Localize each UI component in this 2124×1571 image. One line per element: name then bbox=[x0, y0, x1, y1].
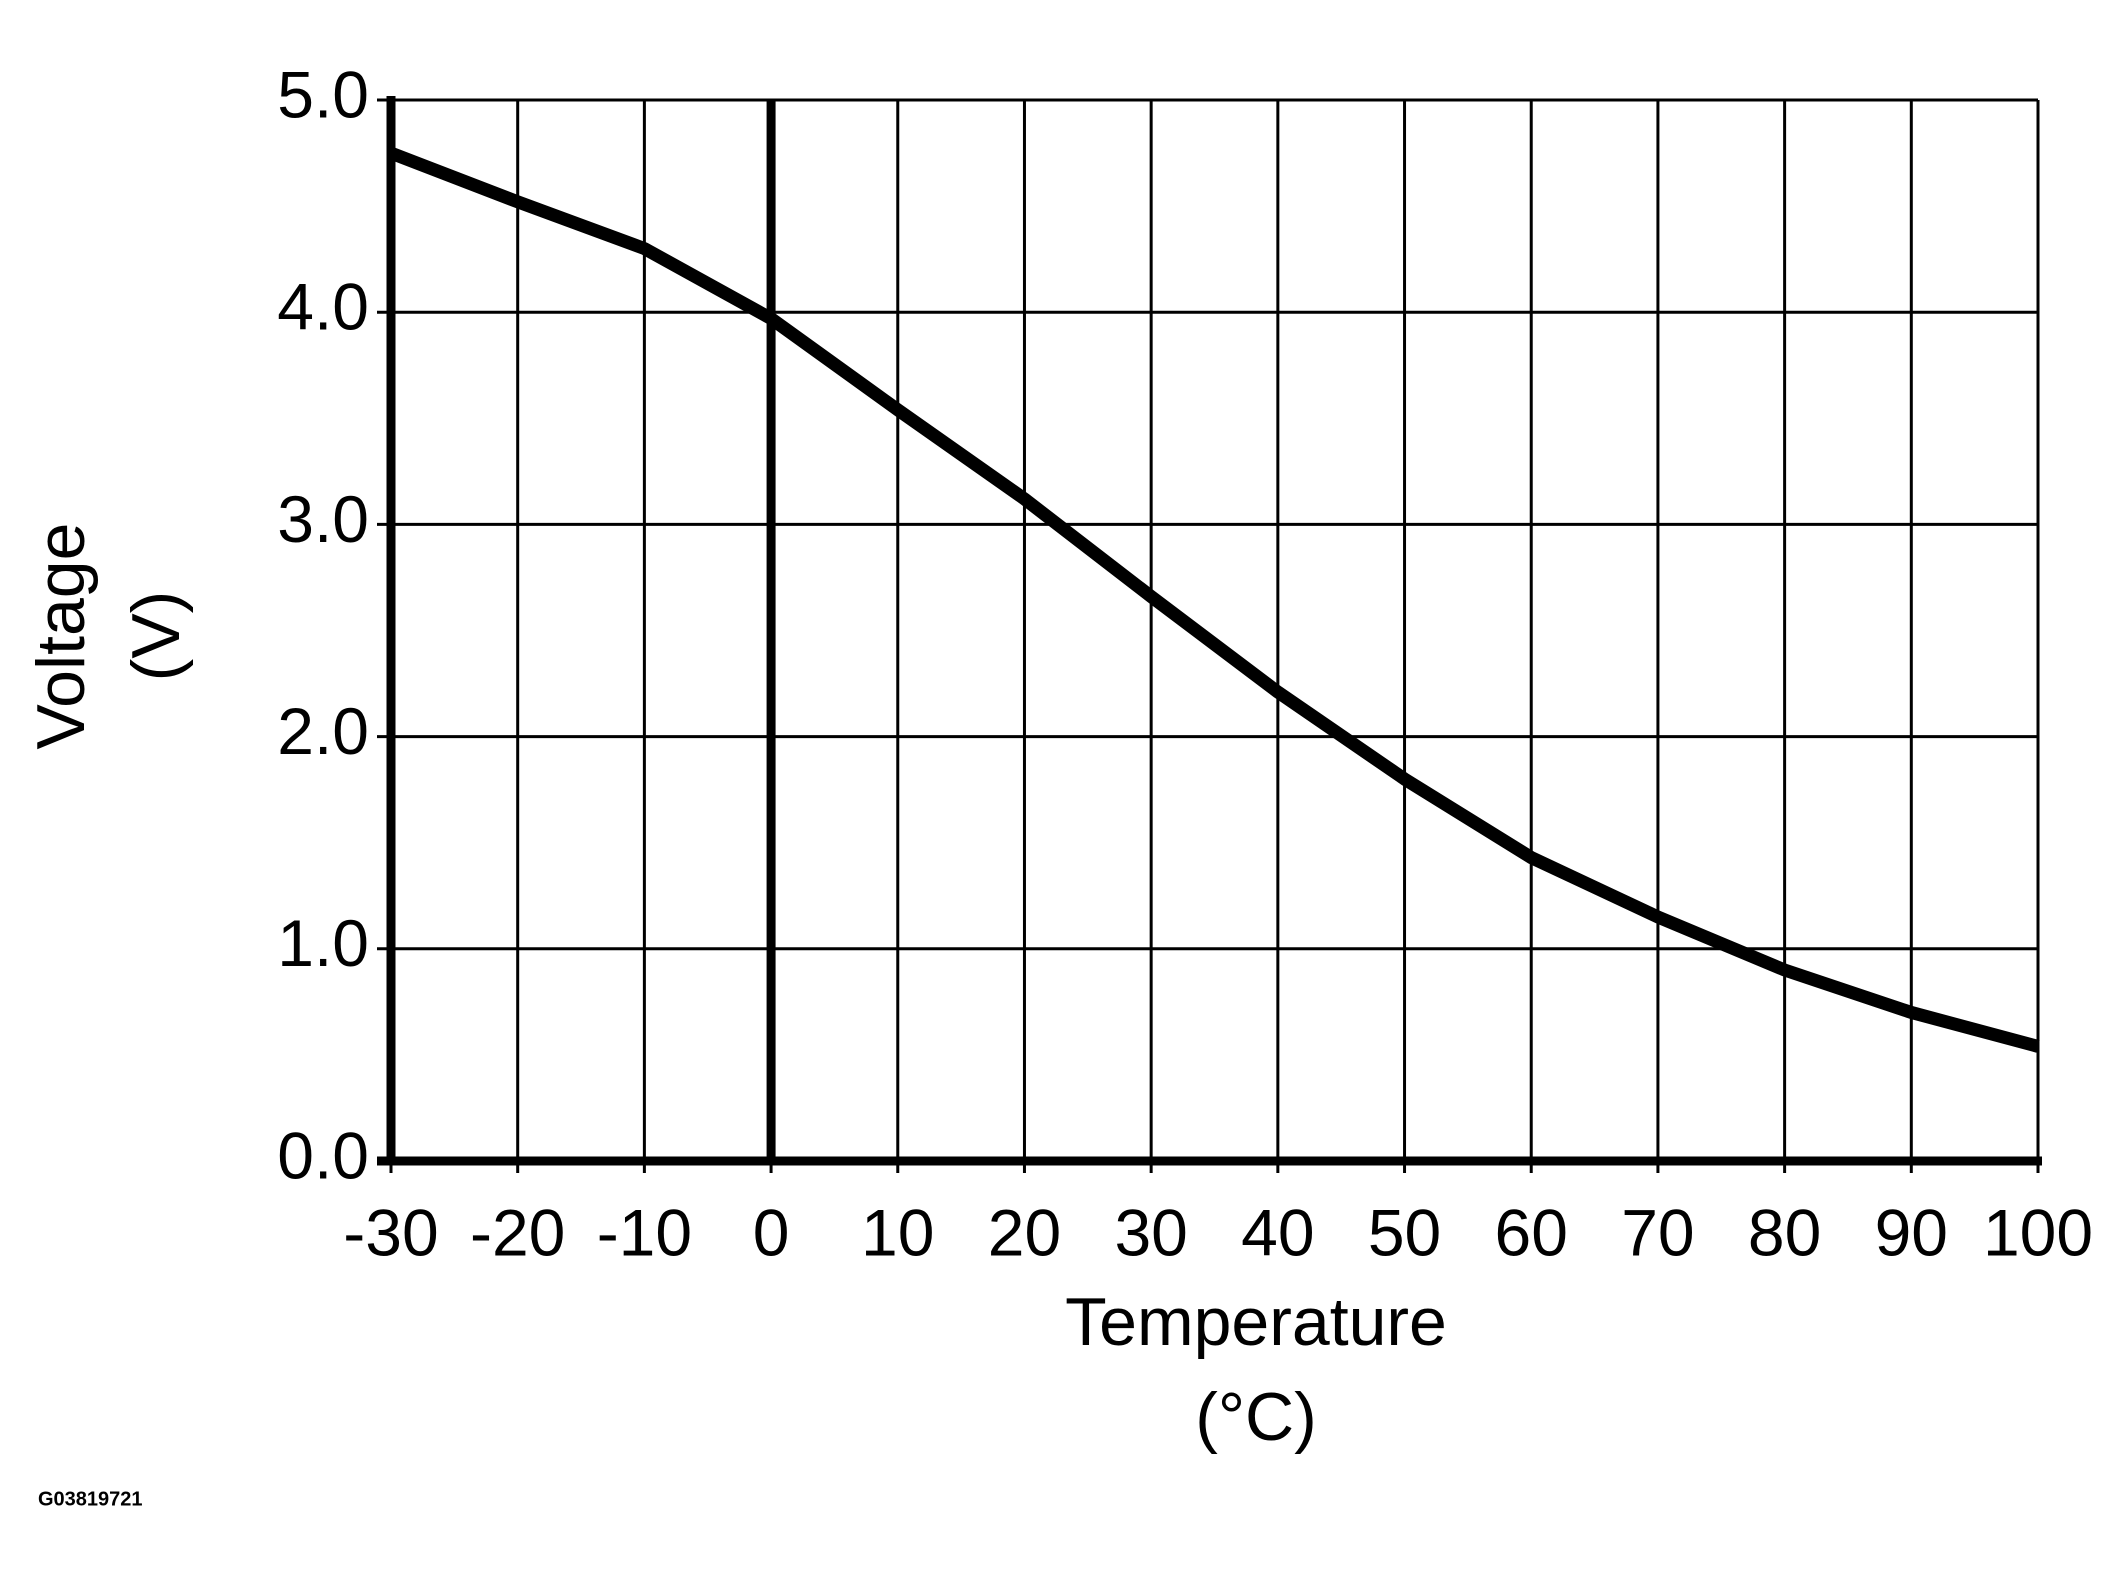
y-tick-label: 5.0 bbox=[277, 57, 369, 131]
x-tick-label: 0 bbox=[753, 1195, 790, 1269]
x-tick-label: 50 bbox=[1368, 1195, 1441, 1269]
y-tick-label: 3.0 bbox=[277, 482, 369, 556]
figure-id: G03819721 bbox=[38, 1488, 143, 1510]
x-tick-label: 30 bbox=[1114, 1195, 1187, 1269]
y-axis-label: Voltage bbox=[23, 523, 99, 750]
x-tick-label: 40 bbox=[1241, 1195, 1314, 1269]
x-tick-label: -30 bbox=[343, 1195, 438, 1269]
x-tick-label: 60 bbox=[1495, 1195, 1568, 1269]
y-tick-label: 4.0 bbox=[277, 270, 369, 344]
x-tick-label: 10 bbox=[861, 1195, 934, 1269]
x-axis-unit: (°C) bbox=[1195, 1379, 1317, 1455]
y-tick-label: 0.0 bbox=[277, 1118, 369, 1192]
x-axis-label: Temperature bbox=[1065, 1284, 1447, 1360]
y-axis-unit: (V) bbox=[118, 591, 194, 682]
x-tick-label: 80 bbox=[1748, 1195, 1821, 1269]
x-tick-label: 20 bbox=[988, 1195, 1061, 1269]
data-line bbox=[388, 146, 2040, 1053]
y-tick-label: 2.0 bbox=[277, 694, 369, 768]
x-tick-label: -20 bbox=[470, 1195, 565, 1269]
x-tick-label: 70 bbox=[1621, 1195, 1694, 1269]
x-tick-label: -10 bbox=[597, 1195, 692, 1269]
y-tick-label: 1.0 bbox=[277, 906, 369, 980]
x-tick-label: 90 bbox=[1875, 1195, 1948, 1269]
x-tick-label: 100 bbox=[1983, 1195, 2093, 1269]
